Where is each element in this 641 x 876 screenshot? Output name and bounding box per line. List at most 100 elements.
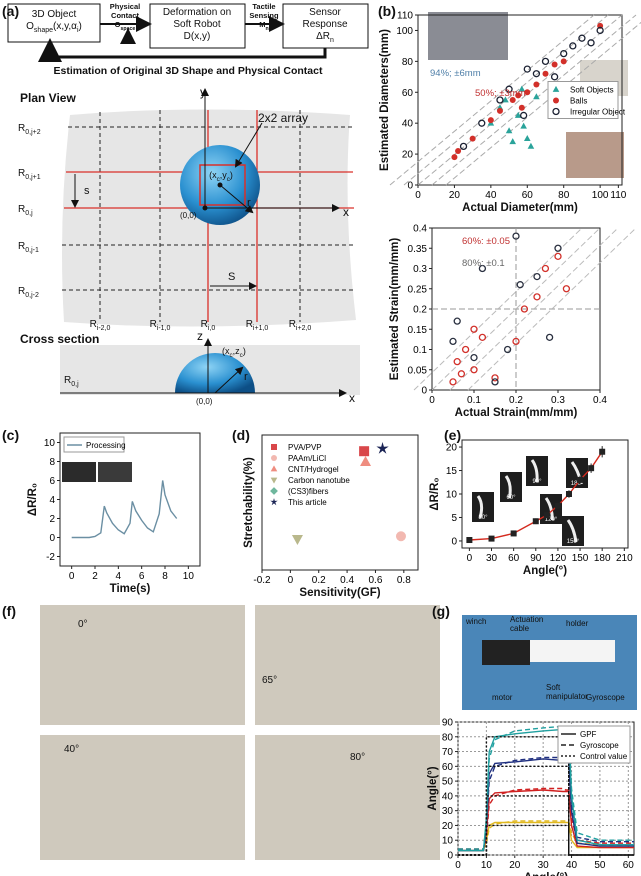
plan-axes xyxy=(71,88,340,290)
flow-box-text: Sensor xyxy=(309,7,341,18)
y-tick-label: 80 xyxy=(402,57,414,68)
marker xyxy=(509,97,516,103)
axis-label: x xyxy=(349,391,355,405)
series-line xyxy=(71,480,178,539)
inset-arm xyxy=(566,519,578,543)
photo-label: winch xyxy=(465,617,486,626)
label-part: Sensor xyxy=(309,7,341,18)
flow-arrow-text: Sensing xyxy=(249,11,279,20)
panel-label: (g) xyxy=(432,603,450,619)
sphere-section xyxy=(175,353,255,393)
x-tick-label: 60 xyxy=(508,553,520,564)
photo xyxy=(566,132,624,178)
label-part: Response xyxy=(302,19,347,30)
marker xyxy=(543,512,550,519)
guide-line xyxy=(449,227,619,391)
label-part: R xyxy=(246,319,253,330)
axis-label: y xyxy=(200,85,206,99)
photo xyxy=(40,605,245,725)
label-part: Contact xyxy=(111,11,139,20)
axis-label: x xyxy=(343,205,349,219)
y-tick-label: 70 xyxy=(442,747,454,758)
feedback-label: Estimation of Original 3D Shape and Phys… xyxy=(54,65,323,77)
marker xyxy=(496,107,503,114)
marker xyxy=(554,502,561,509)
x-tick-label: 110 xyxy=(610,190,626,201)
col-label: Ri,0 xyxy=(201,319,216,332)
flow-diagram xyxy=(7,3,369,62)
flow-box-text: Soft Robot xyxy=(173,19,220,30)
x-axis-label: Sensitivity(GF) xyxy=(299,587,380,599)
origin-dot xyxy=(202,205,208,211)
marker xyxy=(596,26,604,35)
center-label: (xc,yc) xyxy=(209,170,233,183)
legend-marker xyxy=(271,455,277,461)
photo-label: Gyroscope xyxy=(586,693,625,702)
y-tick-label: 15 xyxy=(446,466,458,477)
label-part: 0,j xyxy=(71,381,79,388)
y-tick-label: 4 xyxy=(49,495,55,506)
legend-label: Balls xyxy=(570,97,587,106)
flow-box-text: Response xyxy=(302,19,347,30)
marker xyxy=(360,456,372,466)
marker xyxy=(502,96,509,103)
x-tick-label: 180 xyxy=(594,553,611,564)
marker xyxy=(478,333,487,342)
marker xyxy=(518,104,525,111)
marker xyxy=(505,85,513,93)
x-tick-label: 50 xyxy=(594,860,606,871)
x-tick-label: 0 xyxy=(288,575,294,586)
label-part: 0,j xyxy=(25,210,33,217)
y-tick-label: 0.15 xyxy=(408,325,428,336)
origin-label: (0,0) xyxy=(196,397,213,406)
y-tick-label: 0.3 xyxy=(413,264,427,275)
marker xyxy=(503,345,512,354)
marker xyxy=(510,530,517,537)
section-title: Cross section xyxy=(20,332,99,346)
feedback-arrow xyxy=(38,38,327,62)
y-tick-label: 0.1 xyxy=(413,345,427,356)
y-tick-label: 0.35 xyxy=(408,244,428,255)
x-tick-label: 0.2 xyxy=(509,395,523,406)
label-part: R xyxy=(18,204,25,215)
marker xyxy=(599,448,606,455)
y-tick-label: 90 xyxy=(442,718,454,729)
inset-label: 90° xyxy=(532,479,542,485)
photo-label: cable xyxy=(510,624,530,633)
label-part: R xyxy=(18,241,25,252)
series-line xyxy=(458,725,634,850)
flow-arrow-text: Tactile xyxy=(252,2,275,11)
radius-label: r xyxy=(244,371,248,383)
legend-marker xyxy=(553,97,559,104)
photo xyxy=(62,462,96,482)
x-tick-label: 0.4 xyxy=(340,575,354,586)
photo-label: Actuation xyxy=(510,615,543,624)
x-tick-label: 0.6 xyxy=(369,575,383,586)
marker xyxy=(512,232,520,240)
y-tick-label: 0 xyxy=(447,851,453,862)
marker xyxy=(488,535,495,542)
marker xyxy=(291,534,303,545)
marker xyxy=(562,285,571,293)
label-part: 0,j+1 xyxy=(25,174,40,181)
label-part: O xyxy=(26,21,34,32)
label-part: shape xyxy=(34,27,53,34)
y-tick-label: 0 xyxy=(49,533,55,544)
marker xyxy=(565,491,572,497)
marker xyxy=(478,264,487,273)
marker xyxy=(560,49,568,58)
marker xyxy=(487,117,494,124)
flow-arrow-text: Contact xyxy=(111,11,139,20)
x-tick-label: 60 xyxy=(522,190,534,201)
label-part: i xyxy=(77,27,79,34)
panel-label: (a) xyxy=(2,3,19,19)
marker xyxy=(451,154,458,161)
x-axis-label: Actual Diameter(mm) xyxy=(462,202,578,214)
x-axis-label: Angle(°) xyxy=(523,565,567,577)
legend-label: Gyroscope xyxy=(580,741,619,750)
marker xyxy=(587,39,595,47)
flow-box-text: Oshape(x,y,αi) xyxy=(26,21,82,34)
x-tick-label: 80 xyxy=(558,190,570,201)
legend-label: Carbon nanotube xyxy=(288,476,350,485)
marker xyxy=(532,70,541,78)
